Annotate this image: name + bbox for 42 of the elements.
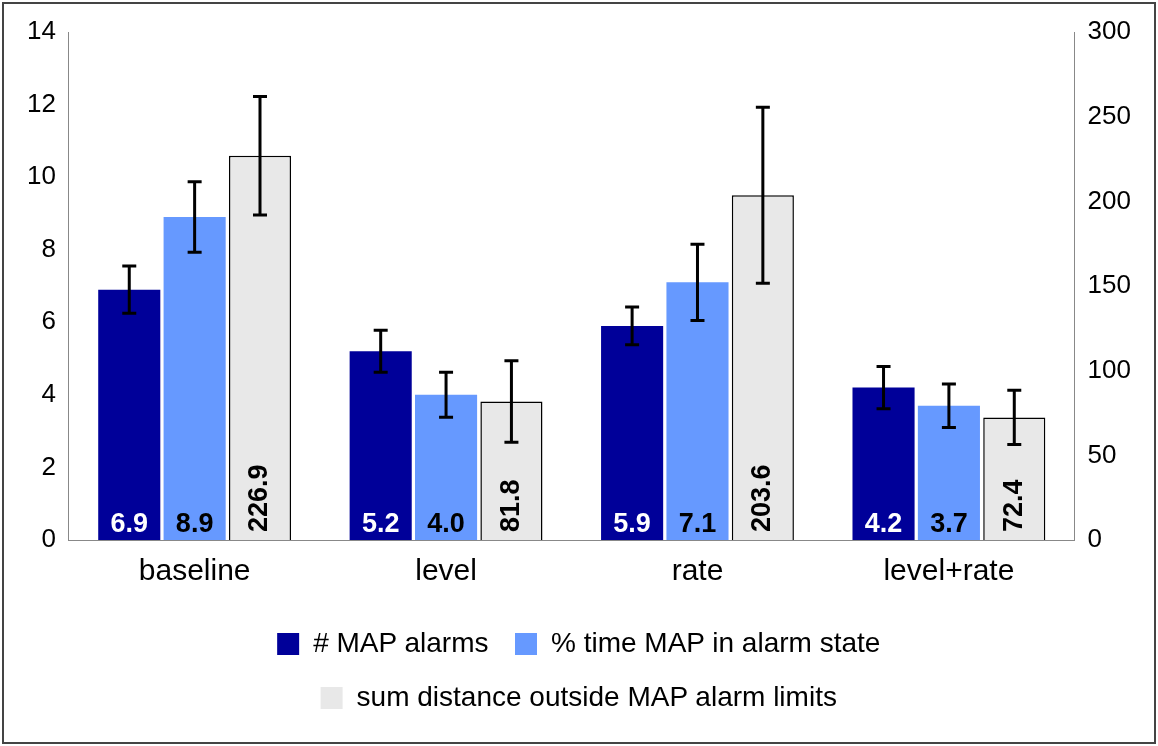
x-tick-label: rate	[671, 553, 724, 587]
y2-tick-label: 150	[1087, 269, 1132, 300]
data-label: 7.1	[678, 507, 717, 538]
y-tick-label: 2	[41, 450, 56, 481]
bar	[163, 217, 226, 540]
x-tick-label: level	[415, 553, 477, 587]
legend-label: sum distance outside MAP alarm limits	[356, 680, 837, 712]
y2-tick-label: 300	[1087, 15, 1132, 46]
data-label: 4.0	[427, 507, 465, 538]
y2-tick-label: 100	[1087, 353, 1132, 384]
bar	[415, 394, 478, 540]
bar	[852, 387, 915, 540]
bar	[349, 351, 412, 540]
y-tick-label: 0	[41, 523, 56, 554]
bar	[98, 289, 161, 540]
data-label: 4.2	[864, 507, 903, 538]
data-label: 3.7	[930, 507, 968, 538]
data-label: 5.2	[361, 507, 400, 538]
data-label: 5.9	[613, 507, 651, 538]
y-tick-label: 10	[27, 160, 56, 191]
data-label: 203.6	[746, 464, 777, 532]
y2-tick-label: 250	[1087, 99, 1132, 130]
legend-label: % time MAP in alarm state	[550, 626, 881, 658]
y-tick-label: 8	[41, 232, 56, 263]
y-tick-label: 12	[27, 87, 56, 118]
data-label: 8.9	[175, 507, 214, 538]
bar	[666, 282, 729, 540]
y-tick-label: 4	[41, 378, 56, 409]
y2-tick-label: 50	[1087, 438, 1117, 469]
x-tick-label: baseline	[138, 553, 251, 587]
data-label: 72.4	[997, 479, 1028, 532]
data-label: 6.9	[110, 507, 149, 538]
y-tick-label: 14	[27, 15, 56, 46]
y2-tick-label: 0	[1087, 523, 1103, 554]
y-tick-label: 6	[41, 305, 56, 336]
bar	[917, 405, 980, 540]
data-label: 81.8	[494, 479, 525, 532]
x-tick-label: level+rate	[883, 553, 1015, 587]
bar	[601, 325, 664, 540]
data-label: 226.9	[243, 464, 274, 532]
legend-label: # MAP alarms	[313, 626, 489, 658]
y2-tick-label: 200	[1087, 184, 1132, 215]
